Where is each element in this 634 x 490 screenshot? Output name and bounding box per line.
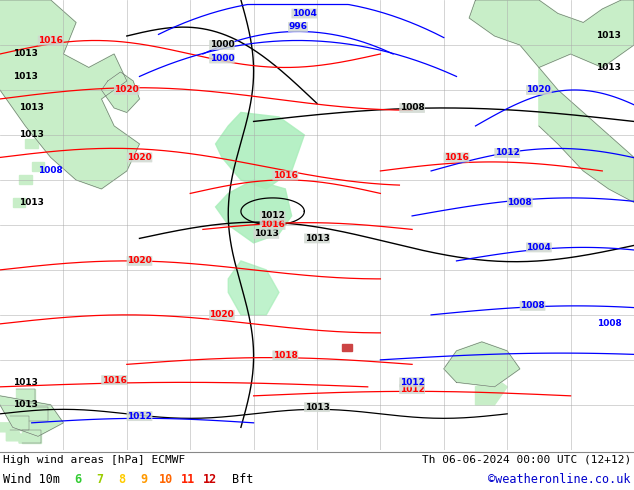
Text: 1013: 1013: [13, 72, 37, 81]
Polygon shape: [6, 432, 22, 441]
Text: Bft: Bft: [232, 473, 254, 487]
Text: 1016: 1016: [38, 36, 63, 45]
Text: Wind 10m: Wind 10m: [3, 473, 60, 487]
Text: 996: 996: [288, 23, 307, 31]
Text: 1013: 1013: [304, 234, 330, 243]
Text: High wind areas [hPa] ECMWF: High wind areas [hPa] ECMWF: [3, 455, 185, 465]
Text: 6: 6: [74, 473, 82, 487]
Text: 11: 11: [181, 473, 195, 487]
Text: 1016: 1016: [260, 220, 285, 229]
Text: 1013: 1013: [13, 400, 37, 409]
Text: Th 06-06-2024 00:00 UTC (12+12): Th 06-06-2024 00:00 UTC (12+12): [422, 455, 631, 465]
Text: 1016: 1016: [273, 171, 298, 180]
Text: 12: 12: [203, 473, 217, 487]
Polygon shape: [216, 180, 292, 243]
Text: 1013: 1013: [597, 31, 621, 41]
Polygon shape: [444, 342, 520, 387]
Text: 1004: 1004: [526, 243, 552, 252]
Polygon shape: [19, 434, 35, 443]
Text: 1008: 1008: [597, 319, 621, 328]
Polygon shape: [16, 389, 35, 403]
Text: 1008: 1008: [38, 167, 63, 175]
Text: 1020: 1020: [209, 310, 235, 319]
Text: 1008: 1008: [507, 198, 533, 207]
Text: 1012: 1012: [495, 148, 520, 157]
Text: 1013: 1013: [597, 63, 621, 72]
Polygon shape: [32, 162, 44, 171]
Text: 1013: 1013: [19, 103, 44, 113]
Text: 10: 10: [159, 473, 173, 487]
Text: 1013: 1013: [19, 198, 44, 207]
Polygon shape: [22, 430, 41, 443]
Text: 1013: 1013: [304, 403, 330, 412]
Text: 1008: 1008: [520, 301, 545, 310]
Polygon shape: [476, 378, 507, 405]
Text: 1020: 1020: [127, 256, 152, 266]
Text: 1004: 1004: [292, 9, 317, 18]
Polygon shape: [539, 68, 634, 202]
Text: 1000: 1000: [210, 41, 234, 49]
Polygon shape: [469, 0, 634, 68]
Polygon shape: [216, 112, 304, 189]
Text: 1013: 1013: [13, 378, 37, 387]
Text: 1016: 1016: [101, 376, 127, 385]
Polygon shape: [228, 261, 279, 315]
Polygon shape: [10, 416, 29, 430]
Text: 8: 8: [119, 473, 126, 487]
Text: 1018: 1018: [273, 351, 298, 360]
Text: 1012: 1012: [399, 378, 425, 387]
Text: 1020: 1020: [114, 85, 139, 95]
Text: 9: 9: [141, 473, 148, 487]
Text: 1000: 1000: [210, 54, 234, 63]
Polygon shape: [13, 198, 25, 207]
Text: ©weatheronline.co.uk: ©weatheronline.co.uk: [489, 473, 631, 487]
Text: 1013: 1013: [254, 229, 279, 239]
Text: 1008: 1008: [399, 103, 425, 113]
Text: 1013: 1013: [13, 49, 37, 58]
Text: 1013: 1013: [19, 130, 44, 140]
Polygon shape: [101, 72, 139, 112]
Text: 1020: 1020: [526, 85, 552, 95]
Polygon shape: [342, 344, 352, 351]
Polygon shape: [25, 140, 38, 148]
Polygon shape: [29, 407, 48, 420]
Polygon shape: [0, 423, 16, 432]
Text: 7: 7: [96, 473, 103, 487]
Polygon shape: [0, 0, 139, 189]
Text: 1012: 1012: [399, 385, 425, 393]
Polygon shape: [19, 175, 32, 184]
Text: 1020: 1020: [127, 153, 152, 162]
Text: 1012: 1012: [260, 211, 285, 220]
Text: 1012: 1012: [127, 412, 152, 420]
Text: 1016: 1016: [444, 153, 469, 162]
Polygon shape: [0, 396, 63, 436]
